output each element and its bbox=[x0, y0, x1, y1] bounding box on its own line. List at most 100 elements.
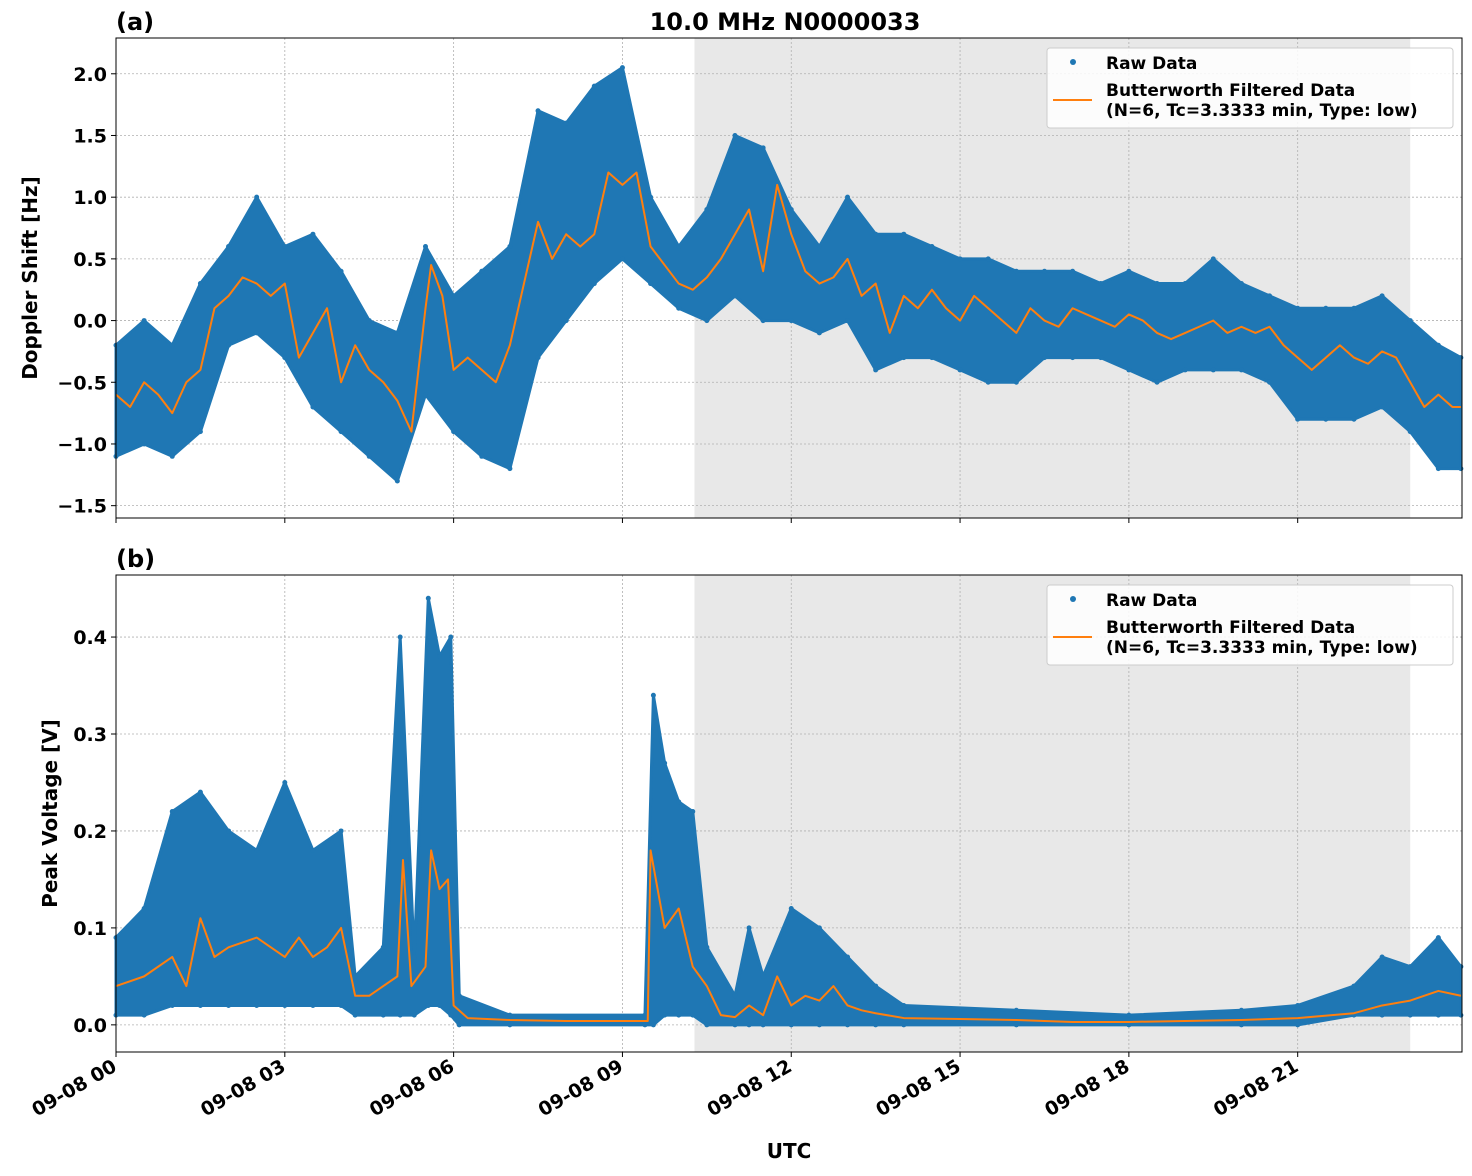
raw-data-point bbox=[226, 828, 232, 834]
legend-box bbox=[1046, 584, 1454, 666]
raw-data-point bbox=[788, 318, 794, 324]
raw-data-point bbox=[1458, 355, 1464, 361]
raw-data-point bbox=[732, 293, 738, 299]
raw-data-point bbox=[676, 799, 682, 805]
panel-label: (b) bbox=[116, 545, 155, 573]
raw-data-point bbox=[957, 256, 963, 262]
raw-data-point bbox=[873, 1022, 879, 1028]
raw-data-point bbox=[338, 1002, 344, 1008]
raw-data-point bbox=[507, 466, 513, 472]
raw-data-point bbox=[619, 65, 625, 71]
raw-data-point bbox=[169, 1002, 175, 1008]
legend-filtered-label: Butterworth Filtered Data bbox=[1106, 81, 1355, 101]
raw-data-point bbox=[425, 1002, 431, 1008]
filtered-data-line bbox=[115, 849, 1462, 1023]
x-tick-label: 09-08 03 bbox=[197, 1055, 289, 1121]
raw-data-point bbox=[507, 1022, 513, 1028]
raw-data-point bbox=[479, 268, 485, 274]
raw-data-point bbox=[1435, 342, 1441, 348]
legend-raw-marker bbox=[1070, 596, 1076, 602]
raw-data-point bbox=[901, 1002, 907, 1008]
y-tick-label: 1.5 bbox=[73, 125, 107, 147]
raw-data-point bbox=[788, 906, 794, 912]
raw-data-point bbox=[1238, 1022, 1244, 1028]
raw-data-point bbox=[1070, 268, 1076, 274]
raw-data-point bbox=[816, 925, 822, 931]
raw-data-point bbox=[788, 1022, 794, 1028]
raw-data-point bbox=[957, 367, 963, 373]
y-tick-label: 1.0 bbox=[73, 187, 107, 209]
raw-data-point bbox=[380, 1012, 386, 1018]
raw-data-point bbox=[845, 194, 851, 200]
raw-data-point bbox=[845, 1022, 851, 1028]
raw-data-point bbox=[642, 1022, 648, 1028]
x-tick-label: 09-08 06 bbox=[366, 1055, 458, 1121]
raw-data-point bbox=[985, 256, 991, 262]
raw-data-point bbox=[451, 429, 457, 435]
raw-data-point bbox=[1351, 305, 1357, 311]
raw-data-point bbox=[1435, 1012, 1441, 1018]
raw-data-point bbox=[873, 231, 879, 237]
raw-data-point bbox=[1379, 1012, 1385, 1018]
y-tick-label: 0.0 bbox=[73, 1015, 107, 1037]
chart-title: 10.0 MHz N0000033 bbox=[650, 8, 921, 36]
raw-data-point bbox=[456, 993, 462, 999]
raw-data-point bbox=[310, 847, 316, 853]
raw-data-point bbox=[704, 1022, 710, 1028]
raw-data-point bbox=[1070, 355, 1076, 361]
raw-data-point bbox=[746, 1022, 752, 1028]
legend-filtered-label: Butterworth Filtered Data bbox=[1106, 618, 1355, 638]
raw-data-point bbox=[1013, 268, 1019, 274]
raw-data-point bbox=[1458, 964, 1464, 970]
legend: Raw Data Butterworth Filtered Data(N=6, T… bbox=[1046, 584, 1454, 666]
plot-frame bbox=[115, 37, 1463, 519]
raw-data-point bbox=[352, 973, 358, 979]
raw-data-point bbox=[197, 1002, 203, 1008]
raw-data-point bbox=[254, 847, 260, 853]
raw-data-point bbox=[422, 244, 428, 250]
raw-data-point bbox=[1238, 281, 1244, 287]
raw-data-point bbox=[642, 1012, 648, 1018]
raw-data-point bbox=[1435, 935, 1441, 941]
raw-data-point bbox=[1098, 281, 1104, 287]
raw-data-point bbox=[380, 944, 386, 950]
raw-data-point bbox=[456, 1022, 462, 1028]
raw-data-point bbox=[226, 244, 232, 250]
raw-data-point bbox=[1267, 379, 1273, 385]
raw-data-point bbox=[648, 281, 654, 287]
raw-data-point bbox=[732, 1022, 738, 1028]
raw-data-point bbox=[451, 293, 457, 299]
raw-data-point bbox=[1379, 293, 1385, 299]
raw-data-point bbox=[310, 231, 316, 237]
raw-data-point bbox=[816, 330, 822, 336]
raw-data-point bbox=[650, 692, 656, 698]
raw-data-point bbox=[704, 207, 710, 213]
raw-data-point bbox=[338, 429, 344, 435]
raw-data-point bbox=[704, 944, 710, 950]
raw-data-point bbox=[1154, 379, 1160, 385]
raw-data-point bbox=[1182, 281, 1188, 287]
raw-data-point bbox=[901, 355, 907, 361]
raw-data-point bbox=[1041, 268, 1047, 274]
raw-data-point bbox=[704, 318, 710, 324]
legend-raw-label: Raw Data bbox=[1106, 591, 1197, 611]
y-tick-label: 2.0 bbox=[73, 64, 107, 86]
raw-data-point bbox=[422, 392, 428, 398]
raw-data-point bbox=[1126, 1022, 1132, 1028]
raw-data-point bbox=[845, 318, 851, 324]
raw-data-point bbox=[1098, 355, 1104, 361]
raw-data-point bbox=[662, 760, 668, 766]
raw-data-point bbox=[1323, 305, 1329, 311]
raw-data-point bbox=[760, 1022, 766, 1028]
raw-data-point bbox=[338, 828, 344, 834]
raw-data-point bbox=[448, 1012, 454, 1018]
y-tick-label: 0.2 bbox=[73, 821, 107, 843]
raw-data-point bbox=[411, 954, 417, 960]
raw-data-point bbox=[1238, 367, 1244, 373]
raw-data-point bbox=[1323, 416, 1329, 422]
raw-data-point bbox=[1379, 404, 1385, 410]
raw-data-point bbox=[535, 108, 541, 114]
y-tick-label: 0.4 bbox=[73, 627, 107, 649]
legend: Raw Data Butterworth Filtered Data(N=6, T… bbox=[1046, 47, 1454, 129]
y-tick-label: 0.3 bbox=[73, 724, 107, 746]
